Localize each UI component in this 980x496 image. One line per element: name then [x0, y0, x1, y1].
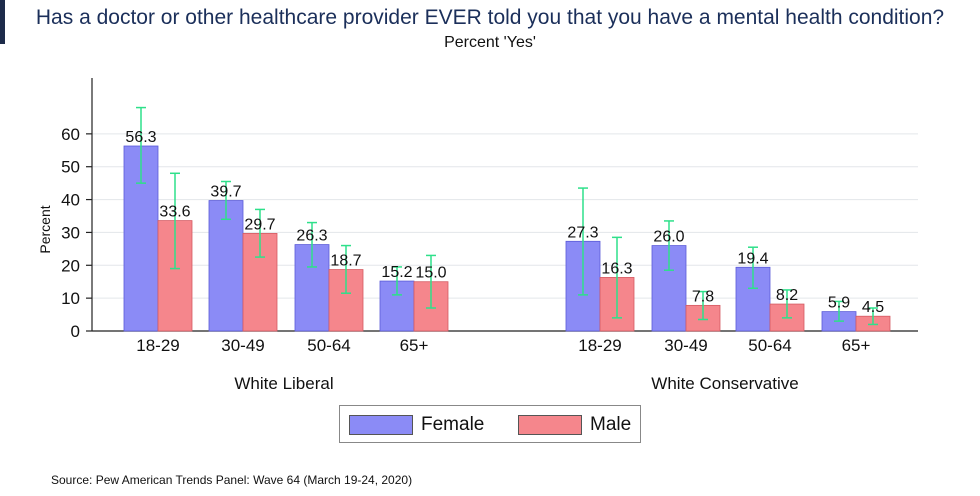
title-accent-bar — [0, 0, 5, 44]
data-label: 16.3 — [601, 260, 632, 277]
x-tick-label: 30-49 — [221, 336, 264, 355]
chart-title: Has a doctor or other healthcare provide… — [35, 6, 945, 29]
data-label: 26.3 — [296, 228, 327, 245]
y-tick-label: 10 — [61, 289, 80, 308]
legend-swatch-female — [349, 415, 413, 435]
data-label: 26.0 — [653, 229, 684, 246]
y-tick-label: 30 — [61, 223, 80, 242]
data-label: 19.4 — [737, 250, 768, 267]
data-label: 5.9 — [828, 295, 850, 312]
chart-subtitle: Percent 'Yes' — [444, 34, 536, 51]
legend-swatch-male — [518, 415, 582, 435]
x-tick-label: 65+ — [400, 336, 429, 355]
data-label: 27.3 — [567, 224, 598, 241]
source-note: Source: Pew American Trends Panel: Wave … — [51, 473, 413, 487]
group-label: White Conservative — [651, 374, 798, 393]
data-label: 33.6 — [159, 204, 190, 221]
data-label: 15.0 — [415, 265, 446, 282]
y-tick-label: 40 — [61, 191, 80, 210]
x-tick-label: 50-64 — [307, 336, 350, 355]
x-tick-label: 30-49 — [664, 336, 707, 355]
x-tick-label: 65+ — [842, 336, 871, 355]
bar-female — [208, 200, 244, 332]
group-label: White Liberal — [234, 374, 333, 393]
x-tick-label: 18-29 — [136, 336, 179, 355]
legend-label-female: Female — [421, 414, 485, 435]
legend-label-male: Male — [590, 414, 632, 435]
data-label: 4.5 — [862, 299, 884, 316]
data-label: 15.2 — [381, 264, 412, 281]
y-tick-label: 20 — [61, 256, 80, 275]
y-tick-label: 60 — [61, 125, 80, 144]
x-tick-label: 18-29 — [578, 336, 621, 355]
y-axis-label: Percent — [37, 205, 53, 253]
y-tick-label: 0 — [71, 322, 80, 341]
legend: Female Male — [339, 405, 641, 443]
y-tick-label: 50 — [61, 158, 80, 177]
data-label: 18.7 — [330, 253, 361, 270]
data-label: 7.8 — [692, 288, 714, 305]
data-label: 8.2 — [776, 287, 798, 304]
x-tick-label: 50-64 — [748, 336, 791, 355]
data-label: 39.7 — [210, 184, 241, 201]
data-label: 56.3 — [125, 129, 156, 146]
data-label: 29.7 — [244, 216, 275, 233]
